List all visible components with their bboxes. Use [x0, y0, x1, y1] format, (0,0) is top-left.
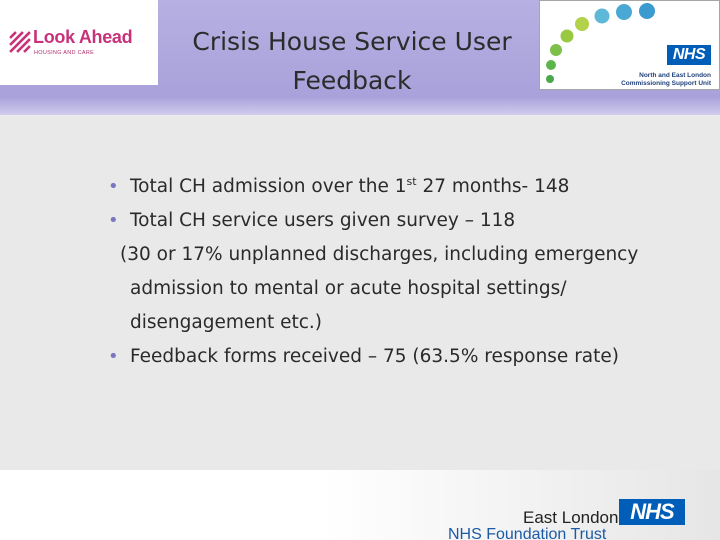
footer-band	[0, 470, 720, 540]
look-ahead-tagline: HOUSING AND CARE	[34, 50, 95, 56]
footer-trust-name: NHS Foundation Trust	[448, 526, 607, 540]
dots-arc-icon	[546, 3, 655, 83]
footer-nhs-badge: NHS	[619, 499, 685, 525]
page-title: Crisis House Service User Feedback	[168, 22, 536, 100]
bullet-list: Total CH admission over the 1st 27 month…	[108, 170, 668, 374]
sub-note-discharges: (30 or 17% unplanned discharges, includi…	[120, 244, 639, 333]
bullet-admissions: Total CH admission over the 1st 27 month…	[108, 170, 668, 204]
footer-org-name: East London	[523, 508, 619, 527]
nel-org-line-1: North and East London	[639, 72, 711, 79]
look-ahead-stripes-icon	[9, 31, 31, 53]
bullet-surveyed: Total CH service users given survey – 11…	[108, 204, 668, 238]
look-ahead-logo: Look Ahead HOUSING AND CARE	[0, 0, 158, 85]
nel-csu-logo: NHS North and East London Commissioning …	[539, 0, 720, 90]
nel-org-line-2: Commissioning Support Unit	[621, 80, 711, 87]
title-line-1: Crisis House Service User	[192, 27, 512, 56]
nel-nhs-badge: NHS	[667, 45, 711, 65]
bullet-feedback-forms: Feedback forms received – 75 (63.5% resp…	[108, 340, 668, 374]
look-ahead-name: Look Ahead	[33, 27, 133, 47]
title-line-2: Feedback	[292, 66, 412, 95]
